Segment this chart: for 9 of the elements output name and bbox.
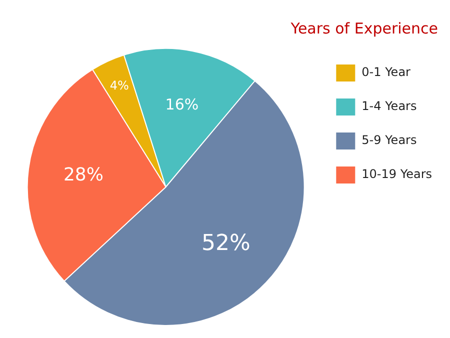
data-label: 16% (165, 95, 199, 114)
legend-label: 10-19 Years (362, 167, 432, 182)
legend-title: Years of Experience (290, 19, 438, 38)
data-label: 28% (63, 164, 104, 186)
legend-label: 5-9 Years (362, 133, 417, 148)
legend-label: 1-4 Years (362, 99, 417, 114)
data-label: 4% (110, 78, 129, 93)
legend-label: 0-1 Year (362, 65, 411, 80)
data-label: 52% (202, 231, 250, 256)
